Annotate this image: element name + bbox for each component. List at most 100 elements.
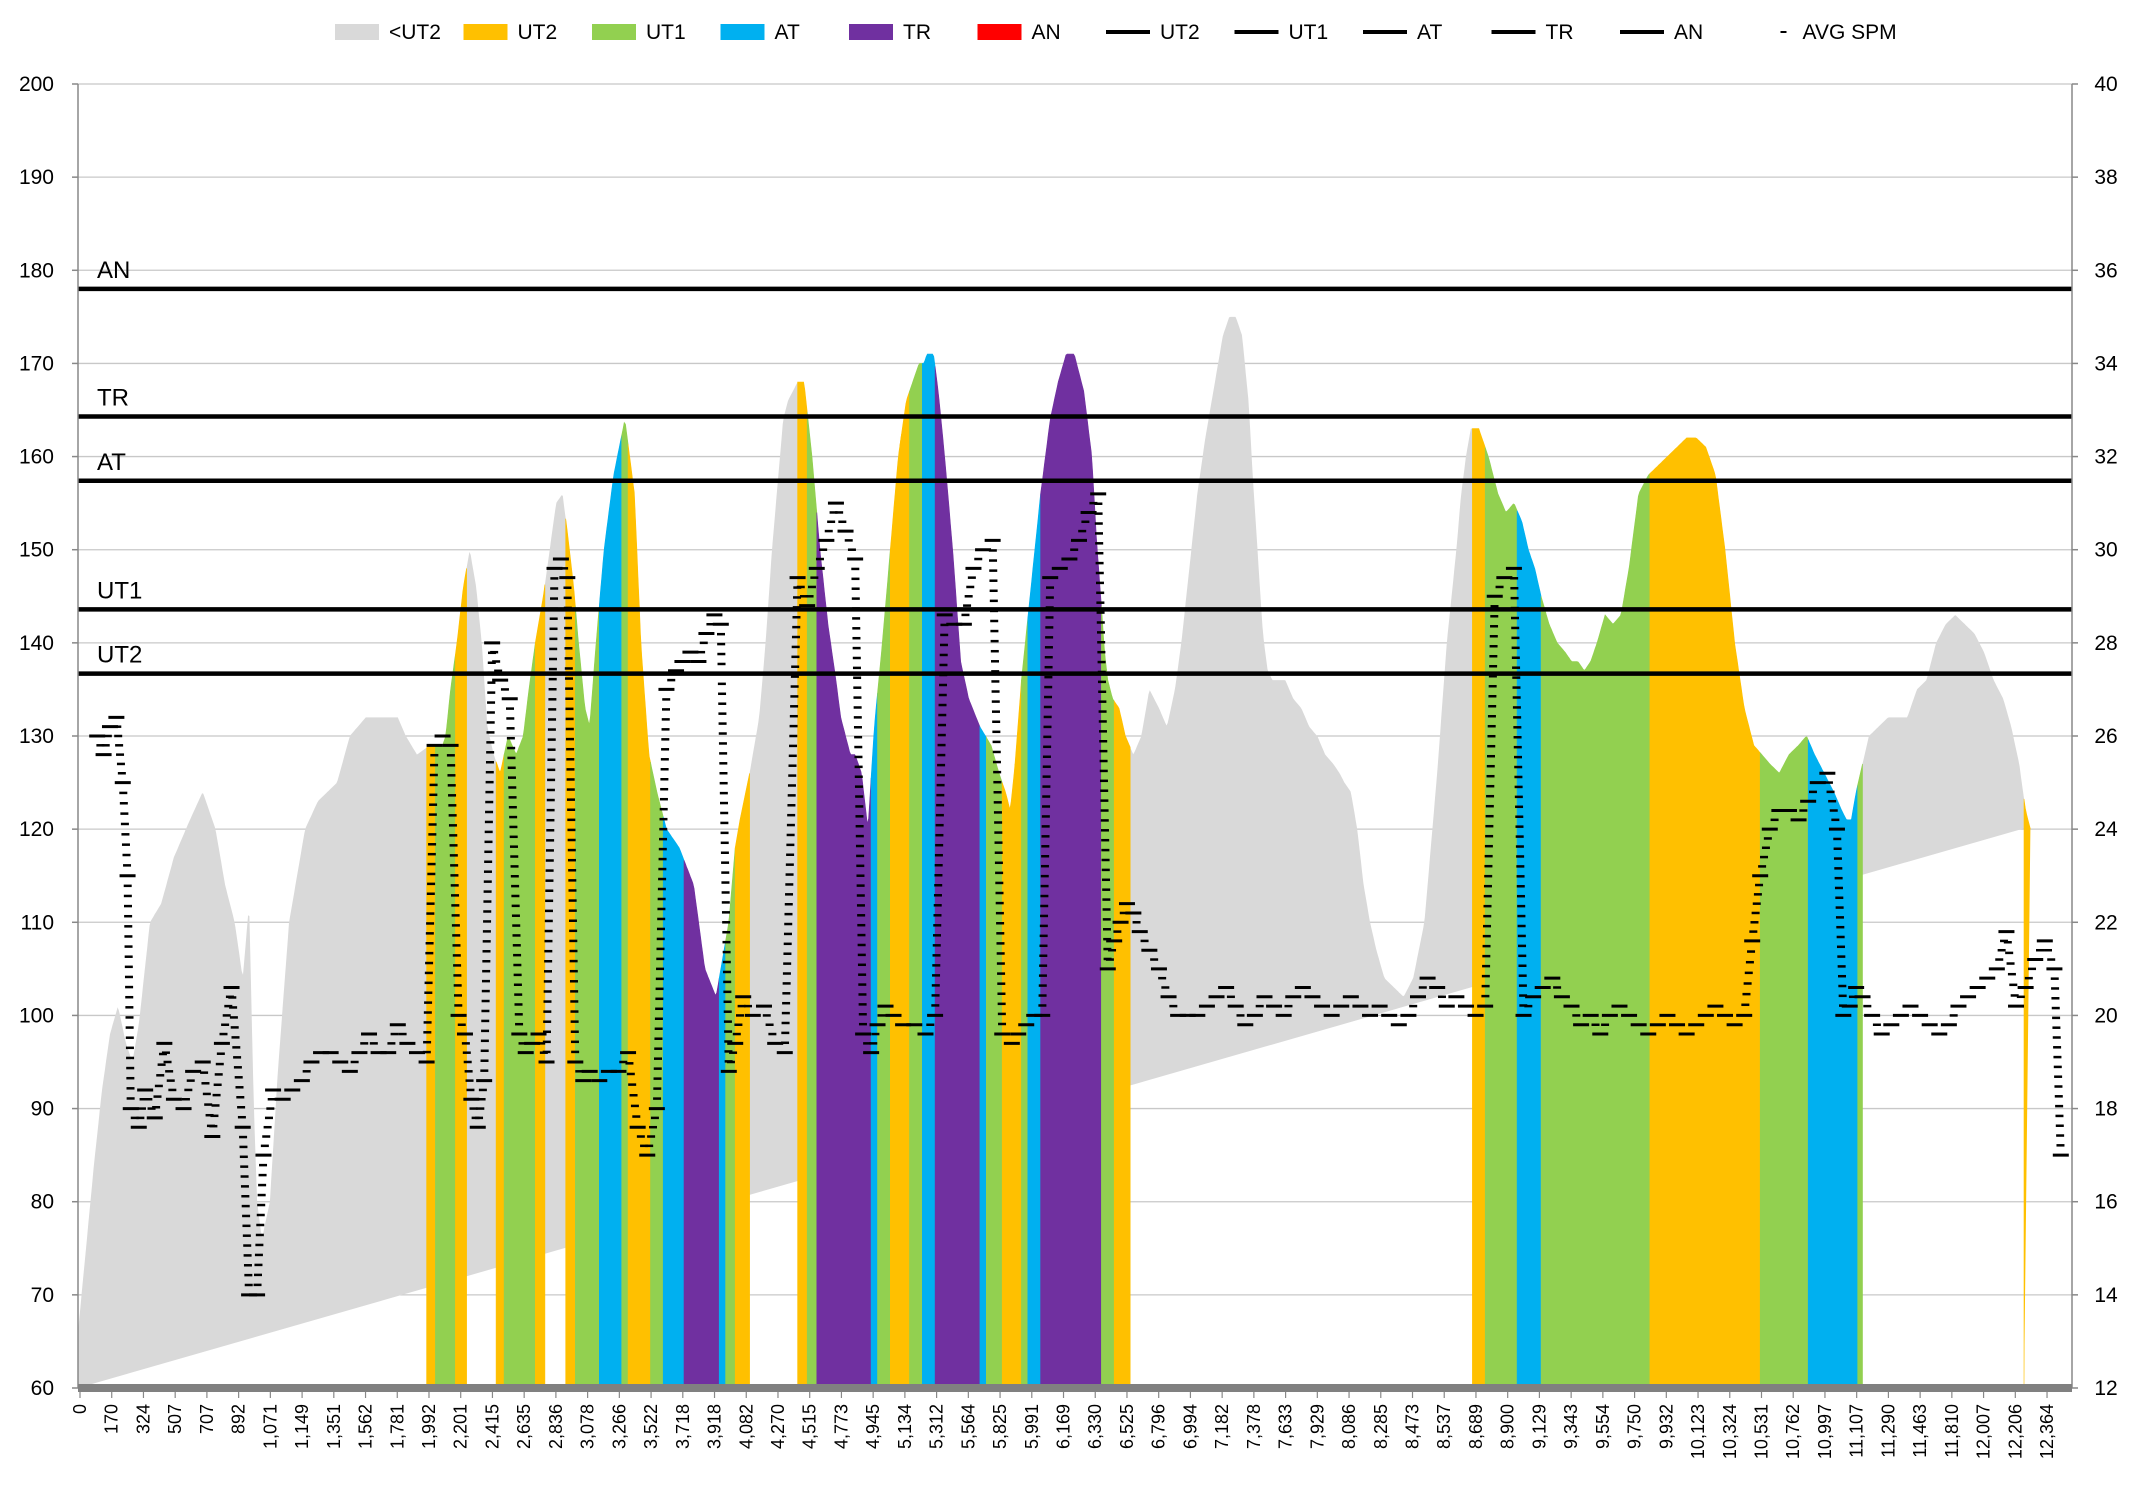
x-tick-label: 324 bbox=[133, 1404, 153, 1434]
y-left-tick-label: 170 bbox=[19, 352, 54, 375]
x-tick-label: 8,537 bbox=[1434, 1404, 1454, 1449]
x-tick-label: 3,266 bbox=[609, 1404, 629, 1449]
y-right-tick-label: 12 bbox=[2094, 1377, 2117, 1400]
x-tick-label: 9,129 bbox=[1529, 1404, 1549, 1449]
legend-label: AN bbox=[1032, 21, 1061, 44]
x-tick-label: 507 bbox=[165, 1404, 185, 1434]
zone-line-label-at: AT bbox=[97, 449, 126, 476]
zone-band-ut1 bbox=[1484, 447, 1518, 1389]
y-right-tick-label: 30 bbox=[2094, 539, 2117, 562]
x-tick-label: 7,378 bbox=[1244, 1404, 1264, 1449]
zone-line-label-an: AN bbox=[97, 257, 130, 284]
x-tick-label: 3,718 bbox=[673, 1404, 693, 1449]
zone-band-ut1 bbox=[1857, 763, 1863, 1389]
zone-band-ut2 bbox=[426, 745, 436, 1389]
legend-item: UT1 bbox=[592, 21, 686, 44]
zone-band-ut1 bbox=[1101, 605, 1115, 1389]
zone-band-ut1 bbox=[806, 411, 818, 1389]
zone-band-ut2 bbox=[495, 754, 505, 1389]
x-tick-label: 1,781 bbox=[387, 1404, 407, 1449]
zone-band-ut1 bbox=[909, 363, 923, 1389]
x-tick-label: 170 bbox=[102, 1404, 122, 1434]
zone-band-at bbox=[979, 725, 987, 1389]
legend-item: AT bbox=[1363, 21, 1442, 44]
x-tick-label: 11,290 bbox=[1878, 1404, 1898, 1458]
zone-band-ut1 bbox=[650, 762, 664, 1389]
zone-band-ut1 bbox=[1759, 736, 1809, 1389]
zone-band-ut2 bbox=[899, 391, 910, 1389]
x-tick-label: 707 bbox=[197, 1404, 217, 1434]
x-tick-label: 6,525 bbox=[1117, 1404, 1137, 1449]
y-left-tick-label: 160 bbox=[19, 446, 54, 469]
legend-swatch bbox=[720, 24, 765, 40]
legend-item: <UT2 bbox=[335, 21, 441, 44]
zone-band-at bbox=[870, 693, 878, 1389]
x-tick-label: 8,900 bbox=[1498, 1404, 1518, 1449]
y-left-tick-label: 190 bbox=[19, 166, 54, 189]
legend-item: AN bbox=[1620, 21, 1703, 44]
x-tick-label: 4,082 bbox=[736, 1404, 756, 1449]
zone-band-at bbox=[1516, 510, 1542, 1389]
legend-label: AVG SPM bbox=[1803, 21, 1897, 44]
legend-swatch bbox=[977, 24, 1022, 40]
zone-band-ut2 bbox=[797, 381, 808, 1389]
x-tick-label: 3,918 bbox=[705, 1404, 725, 1449]
x-tick-label: 9,554 bbox=[1593, 1404, 1613, 1449]
y-left-tick-label: 150 bbox=[19, 539, 54, 562]
zone-band-ut2 bbox=[1113, 700, 1131, 1389]
legend-swatch bbox=[592, 24, 636, 40]
legend-label: UT2 bbox=[1160, 21, 1200, 44]
zone-band-ut2 bbox=[2023, 798, 2031, 1388]
zone-band-at bbox=[1807, 739, 1858, 1389]
x-tick-label: 5,134 bbox=[895, 1404, 915, 1449]
legend-item: UT1 bbox=[1234, 21, 1328, 44]
legend-label: TR bbox=[903, 21, 931, 44]
x-tick-label: 1,351 bbox=[324, 1404, 344, 1449]
y-right-tick-label: 40 bbox=[2094, 73, 2117, 96]
x-tick-label: 7,633 bbox=[1276, 1404, 1296, 1449]
legend-swatch bbox=[849, 24, 893, 40]
legend-item: UT2 bbox=[1106, 21, 1200, 44]
legend-label: AT bbox=[775, 21, 800, 44]
zone-band-ut1 bbox=[1021, 617, 1029, 1389]
y-left-tick-label: 130 bbox=[19, 725, 54, 748]
x-tick-label: 9,932 bbox=[1656, 1404, 1676, 1449]
y-left-tick-label: 90 bbox=[31, 1098, 54, 1121]
axes: 6070809010011012013014015016017018019020… bbox=[19, 73, 2118, 1459]
legend-label: AN bbox=[1674, 21, 1703, 44]
zone-band-ut2 bbox=[1472, 428, 1486, 1389]
y-right-tick-label: 22 bbox=[2094, 911, 2117, 934]
zone-band-at bbox=[922, 353, 936, 1389]
zone-band-tr bbox=[816, 512, 872, 1389]
legend-item: TR bbox=[1491, 21, 1574, 44]
zone-band-tr bbox=[683, 860, 720, 1389]
x-tick-label: 10,997 bbox=[1815, 1404, 1835, 1459]
zone-band-at bbox=[662, 816, 685, 1389]
x-tick-label: 7,929 bbox=[1307, 1404, 1327, 1449]
y-left-tick-label: 120 bbox=[19, 818, 54, 841]
y-right-tick-label: 38 bbox=[2094, 166, 2117, 189]
legend-item: AVG SPM bbox=[1780, 21, 1897, 44]
x-tick-label: 1,992 bbox=[419, 1404, 439, 1449]
legend-item: AT bbox=[720, 21, 800, 44]
legend-item: AN bbox=[977, 21, 1061, 44]
y-right-tick-label: 28 bbox=[2094, 632, 2117, 655]
y-left-tick-label: 200 bbox=[19, 73, 54, 96]
x-tick-label: 6,796 bbox=[1149, 1404, 1169, 1449]
zone-line-label-ut1: UT1 bbox=[97, 577, 142, 604]
x-tick-label: 6,169 bbox=[1054, 1404, 1074, 1449]
x-tick-label: 4,515 bbox=[800, 1404, 820, 1449]
x-tick-label: 3,078 bbox=[578, 1404, 598, 1449]
x-tick-label: 10,531 bbox=[1751, 1404, 1771, 1459]
x-tick-label: 11,107 bbox=[1847, 1404, 1867, 1458]
zone-band-ut2 bbox=[1001, 763, 1016, 1389]
zone-band-ut1 bbox=[575, 605, 600, 1389]
y-right-tick-label: 26 bbox=[2094, 725, 2117, 748]
x-tick-label: 8,285 bbox=[1371, 1404, 1391, 1449]
zone-band-at bbox=[599, 435, 622, 1389]
zone-band-ut2 bbox=[455, 568, 467, 1389]
x-tick-label: 6,330 bbox=[1085, 1404, 1105, 1449]
x-tick-label: 2,836 bbox=[546, 1404, 566, 1449]
x-tick-label: 8,689 bbox=[1466, 1404, 1486, 1449]
